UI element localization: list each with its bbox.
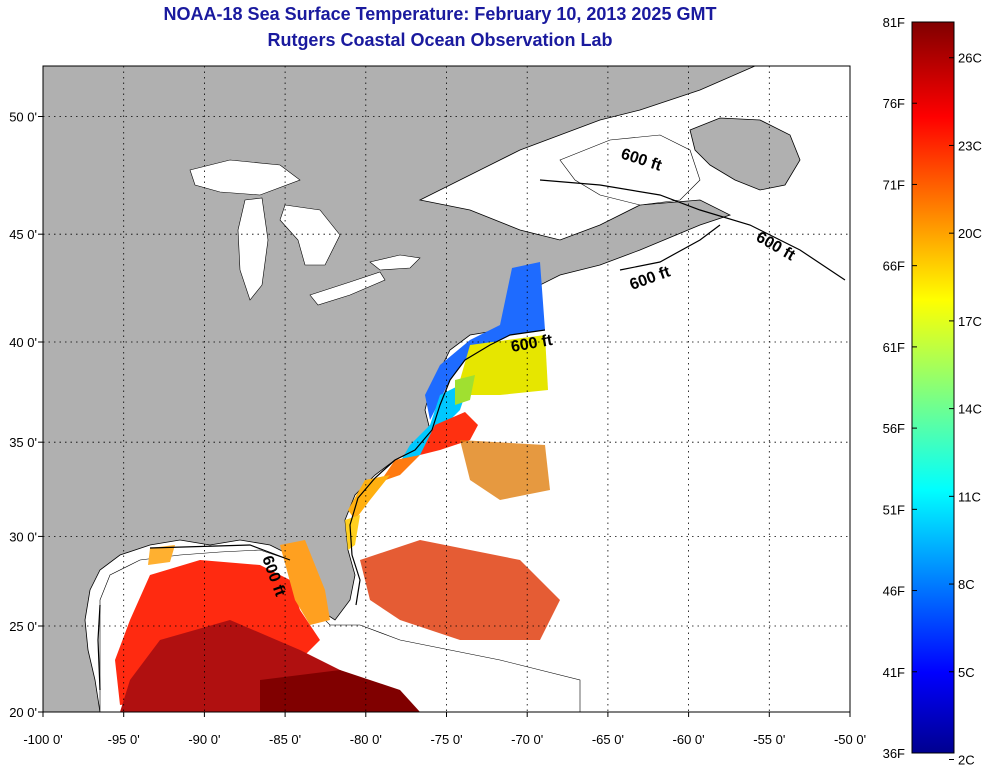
- y-tick-label: 20 0': [9, 705, 37, 720]
- cb-label-c: 14C: [958, 402, 982, 417]
- x-tick-label: -80 0': [350, 732, 382, 747]
- x-tick-label: -70 0': [511, 732, 543, 747]
- cb-label-f: 61F: [883, 340, 905, 355]
- cb-label-f: 81F: [883, 15, 905, 30]
- cb-label-f: 46F: [883, 584, 905, 599]
- cb-label-c: 2C: [958, 752, 975, 767]
- cb-label-f: 71F: [883, 177, 905, 192]
- cb-label-c: 5C: [958, 665, 975, 680]
- cb-label-f: 36F: [883, 746, 905, 761]
- x-tick-label: -55 0': [753, 732, 785, 747]
- x-tick-label: -60 0': [673, 732, 705, 747]
- colorbar-fahrenheit-labels: 81F 76F 71F 66F 61F 56F 51F 46F 41F 36F: [883, 15, 917, 761]
- cb-label-c: 8C: [958, 577, 975, 592]
- lake-michigan: [237, 197, 269, 301]
- y-tick-label: 45 0': [9, 227, 37, 242]
- depth-contour-600ft: [97, 179, 846, 691]
- x-tick-label: -85 0': [269, 732, 301, 747]
- sst-overlay: [115, 262, 560, 712]
- cb-label-f: 66F: [883, 259, 905, 274]
- cb-label-c: 17C: [958, 314, 982, 329]
- cb-label-f: 41F: [883, 665, 905, 680]
- cb-label-c: 11C: [958, 489, 981, 504]
- y-axis: 50 0' 45 0' 40 0' 35 0' 30 0' 25 0' 20 0': [9, 109, 43, 720]
- colorbar: [911, 21, 955, 754]
- colorbar-celsius-labels: 26C 23C 20C 17C 14C 11C 8C 5C 2C: [949, 51, 982, 767]
- map-subtitle: Rutgers Coastal Ocean Observation Lab: [267, 30, 613, 50]
- cb-label-f: 76F: [883, 96, 905, 111]
- lake-huron: [279, 204, 341, 266]
- x-tick-label: -95 0': [108, 732, 140, 747]
- x-tick-label: -100 0': [23, 732, 62, 747]
- x-tick-label: -75 0': [430, 732, 462, 747]
- cb-label-c: 20C: [958, 226, 982, 241]
- newfoundland: [689, 117, 801, 191]
- y-tick-label: 50 0': [9, 109, 37, 124]
- cb-label-c: 23C: [958, 138, 982, 153]
- map-grid: [43, 66, 850, 712]
- x-axis: -100 0' -95 0' -90 0' -85 0' -80 0' -75 0' -70…: [23, 712, 866, 747]
- cb-label-f: 56F: [883, 421, 905, 436]
- lake-ontario: [369, 254, 421, 271]
- map-title: NOAA-18 Sea Surface Temperature: Februar…: [163, 4, 717, 24]
- lake-erie: [309, 271, 386, 306]
- y-tick-label: 25 0': [9, 619, 37, 634]
- cb-label-f: 51F: [883, 502, 905, 517]
- y-tick-label: 30 0': [9, 529, 37, 544]
- cb-label-c: 26C: [958, 51, 982, 66]
- x-tick-label: -65 0': [592, 732, 624, 747]
- x-tick-label: -90 0': [188, 732, 220, 747]
- x-tick-label: -50 0': [834, 732, 866, 747]
- lake-superior: [189, 159, 301, 196]
- y-tick-label: 40 0': [9, 335, 37, 350]
- y-tick-label: 35 0': [9, 435, 37, 450]
- gulf-st-lawrence: [559, 134, 701, 206]
